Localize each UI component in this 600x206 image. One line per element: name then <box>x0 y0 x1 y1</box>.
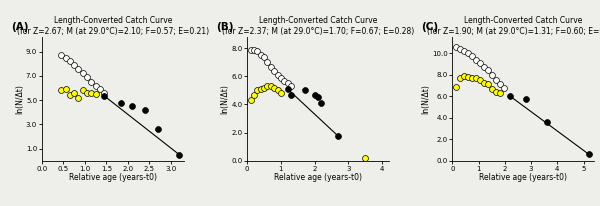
Point <box>334 135 343 138</box>
Point <box>263 85 272 88</box>
Point <box>276 92 286 95</box>
Point <box>584 153 593 156</box>
Point <box>463 52 473 55</box>
Point <box>471 58 481 61</box>
Point <box>479 82 489 85</box>
Point <box>483 83 493 86</box>
Point <box>253 89 262 92</box>
Point <box>70 63 79 67</box>
Point <box>269 69 279 73</box>
Point <box>263 61 272 64</box>
Point <box>455 47 465 50</box>
Point <box>86 91 96 95</box>
Point <box>273 89 283 92</box>
Point <box>249 93 259 96</box>
Point <box>61 56 70 59</box>
Point <box>467 55 477 58</box>
Point <box>280 79 289 82</box>
Point <box>463 75 473 78</box>
Point <box>452 45 461 48</box>
Point <box>452 85 461 89</box>
Text: (C): (C) <box>421 22 439 32</box>
Point <box>127 104 137 107</box>
Point <box>175 153 184 156</box>
X-axis label: Relative age (years-t0): Relative age (years-t0) <box>69 173 157 182</box>
Point <box>253 49 262 53</box>
Point <box>313 96 323 99</box>
Point <box>361 156 370 159</box>
Point <box>491 90 500 94</box>
Title: Length-Converted Catch Curve
(for Z=1.90; M (at 29.0°C)=1.31; F=0.60; E=0.31): Length-Converted Catch Curve (for Z=1.90… <box>427 15 600 36</box>
Point <box>487 73 497 76</box>
X-axis label: Relative age (years-t0): Relative age (years-t0) <box>274 173 362 182</box>
Point <box>505 95 515 98</box>
Point <box>91 92 100 96</box>
Point <box>65 60 74 63</box>
Point <box>86 80 96 84</box>
Point <box>269 86 279 89</box>
Title: Length-Converted Catch Curve
(for Z=2.67; M (at 29.0°C)=2.10; F=0.57; E=0.21): Length-Converted Catch Curve (for Z=2.67… <box>17 15 209 36</box>
Point <box>286 85 296 88</box>
Point <box>256 54 266 57</box>
Point <box>249 49 259 52</box>
Point <box>259 86 269 89</box>
Point <box>266 85 275 88</box>
Point <box>521 98 530 101</box>
Point <box>460 49 469 53</box>
Point <box>100 94 109 97</box>
Point <box>266 65 275 68</box>
Point <box>276 76 286 80</box>
Point <box>487 87 497 90</box>
Y-axis label: ln(N/Δt): ln(N/Δt) <box>421 84 430 114</box>
Point <box>542 120 551 124</box>
Point <box>273 73 283 77</box>
Point <box>246 48 256 51</box>
Point <box>460 75 469 78</box>
Point <box>317 101 326 105</box>
Point <box>91 84 100 87</box>
Point <box>65 94 74 97</box>
Point <box>283 82 292 85</box>
Text: (B): (B) <box>216 22 233 32</box>
Point <box>310 93 319 96</box>
Point <box>56 89 66 92</box>
Point <box>61 88 70 91</box>
Point <box>300 89 310 92</box>
Y-axis label: ln(N/Δt): ln(N/Δt) <box>221 84 230 114</box>
Point <box>256 87 266 91</box>
Point <box>499 86 508 89</box>
Point <box>82 75 92 79</box>
Title: Length-Converted Catch Curve
(for Z=2.37; M (at 29.0°C)=1.70; F=0.67; E=0.28): Length-Converted Catch Curve (for Z=2.37… <box>222 15 414 36</box>
Point <box>467 76 477 80</box>
Point <box>479 66 489 69</box>
Point <box>286 93 296 96</box>
Point <box>74 96 83 99</box>
Point <box>153 127 163 130</box>
Point <box>483 69 493 72</box>
Point <box>495 91 505 95</box>
Point <box>140 109 150 112</box>
Text: (A): (A) <box>11 22 28 32</box>
Point <box>283 87 292 91</box>
Point <box>70 91 79 95</box>
X-axis label: Relative age (years-t0): Relative age (years-t0) <box>479 173 567 182</box>
Point <box>100 91 109 95</box>
Point <box>78 72 88 75</box>
Y-axis label: ln(N/Δt): ln(N/Δt) <box>16 84 25 114</box>
Point <box>471 77 481 80</box>
Point <box>56 54 66 57</box>
Point <box>95 88 105 91</box>
Point <box>74 67 83 70</box>
Point <box>491 78 500 82</box>
Point <box>495 83 505 86</box>
Point <box>246 99 256 102</box>
Point <box>475 61 485 64</box>
Point <box>455 77 465 80</box>
Point <box>78 89 88 92</box>
Point <box>116 101 126 104</box>
Point <box>82 91 92 95</box>
Point <box>259 55 269 58</box>
Point <box>475 78 485 82</box>
